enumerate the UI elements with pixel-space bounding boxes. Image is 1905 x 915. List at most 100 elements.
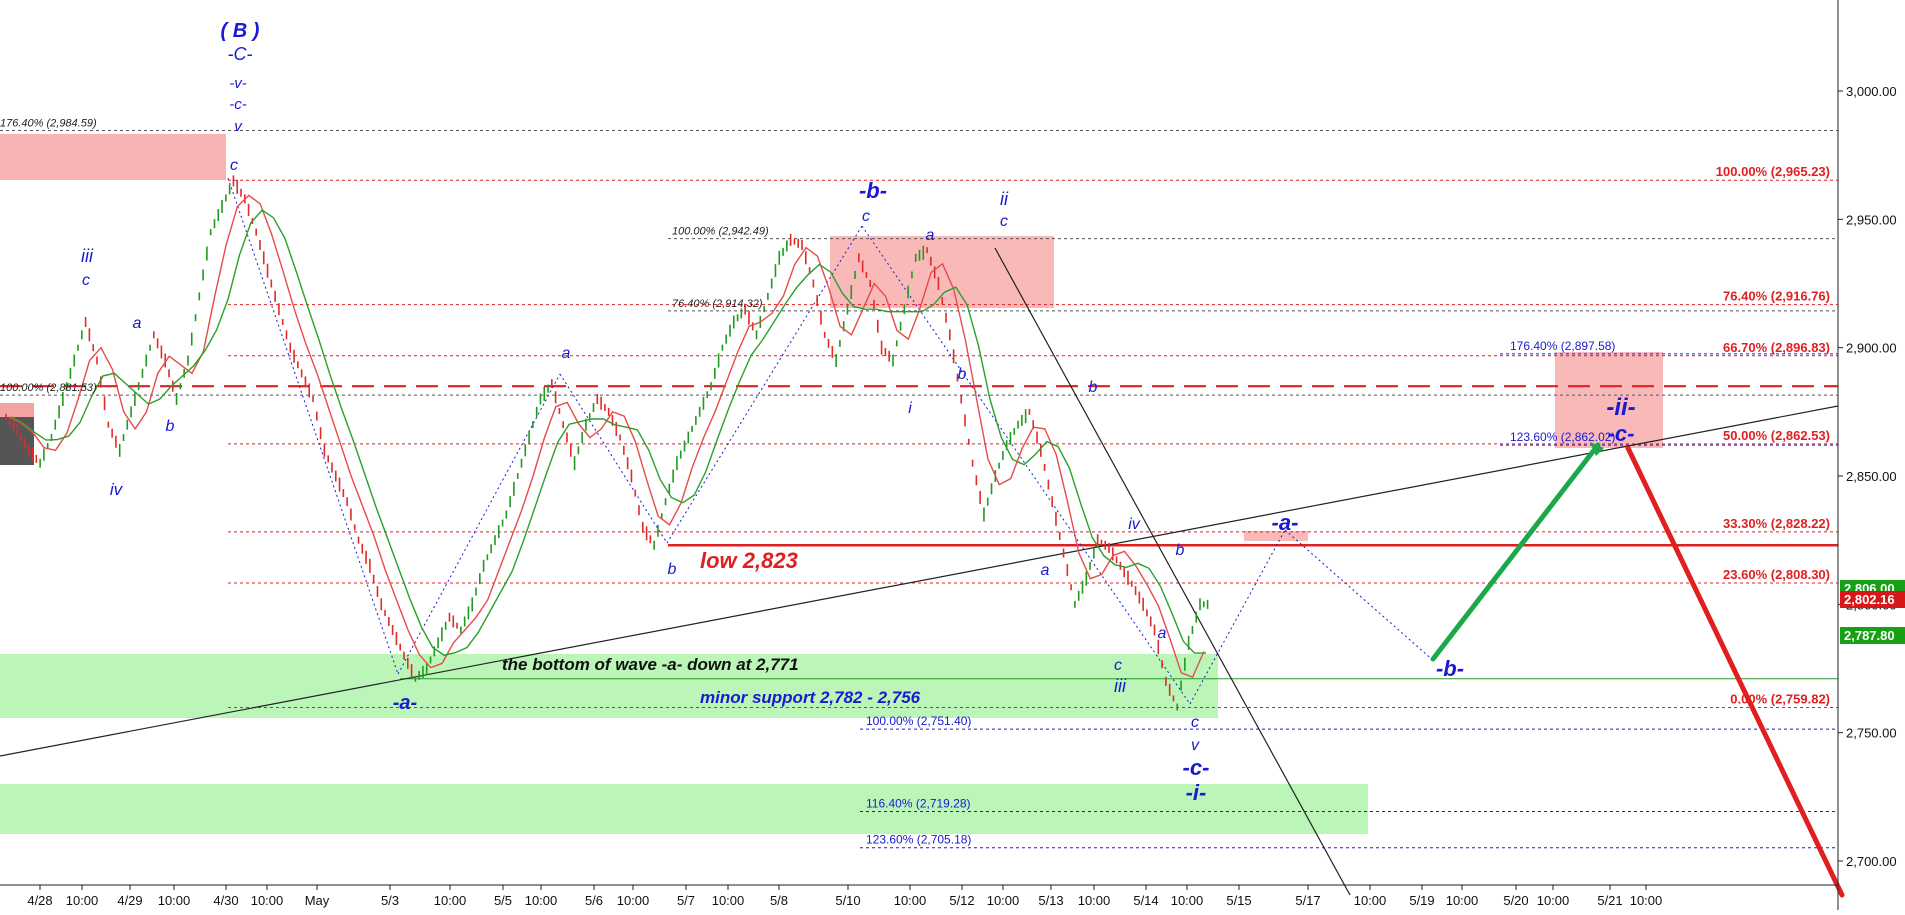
time-tick-label: 5/8	[770, 893, 788, 908]
fib-level-label: 23.60% (2,808.30)	[1723, 567, 1830, 582]
wave-label: -b-	[859, 178, 887, 203]
wave-label: -i-	[1186, 780, 1207, 805]
wave-label: c	[1191, 714, 1199, 731]
wave-label: -c-	[1183, 755, 1210, 780]
fib-level-label: 100.00% (2,881.53)	[0, 382, 97, 394]
projection-down-arrow	[1625, 445, 1845, 898]
wave-label: -b-	[1436, 656, 1464, 681]
trendline-layer	[0, 177, 1839, 896]
price-tick-label: 3,000.00	[1846, 84, 1897, 99]
time-tick-label: 5/19	[1409, 893, 1434, 908]
wave-guide-line	[666, 225, 863, 544]
time-tick-label: 5/15	[1226, 893, 1251, 908]
time-tick-label: 10:00	[1537, 893, 1570, 908]
support-note: minor support 2,782 - 2,756	[700, 688, 921, 707]
moving-average-green	[11, 209, 1206, 656]
fib-level-label: 123.60% (2,705.18)	[866, 833, 971, 847]
price-axis: 3,000.002,950.002,900.002,850.002,800.00…	[1837, 0, 1905, 910]
time-tick-label: 5/3	[381, 893, 399, 908]
price-tick-label: 2,750.00	[1846, 726, 1897, 741]
time-tick-label: 5/12	[949, 893, 974, 908]
price-tick-label: 2,850.00	[1846, 469, 1897, 484]
time-tick-label: 10:00	[66, 893, 99, 908]
time-tick-label: 5/20	[1503, 893, 1528, 908]
wave-label: iv	[1128, 516, 1141, 533]
price-tick-label: 2,900.00	[1846, 341, 1897, 356]
fib-level-label: 100.00% (2,751.40)	[866, 714, 971, 728]
price-tick-label: 2,950.00	[1846, 212, 1897, 227]
wave-label: a	[1158, 625, 1167, 642]
time-tick-label: 5/10	[835, 893, 860, 908]
resistance-zone	[0, 134, 226, 180]
target-zone	[1555, 352, 1663, 448]
wave-label: b	[166, 418, 175, 435]
support-zone	[0, 784, 1368, 834]
level-label-layer: 176.40% (2,984.59) 100.00% (2,965.23) 100.…	[0, 118, 1830, 847]
fib-level-label: 76.40% (2,916.76)	[1723, 289, 1830, 304]
fib-level-layer	[0, 130, 1838, 849]
wave-label: iii	[81, 246, 94, 266]
wave-label: c	[82, 272, 90, 289]
time-tick-label: 4/29	[117, 893, 142, 908]
projection-up-arrow	[1430, 442, 1601, 662]
time-tick-label: 10:00	[1354, 893, 1387, 908]
fib-level-label: 0.00% (2,759.82)	[1730, 691, 1830, 706]
price-badge-label: 2,802.16	[1844, 592, 1895, 607]
fib-level-label: 116.40% (2,719.28)	[866, 797, 971, 811]
time-tick-label: 10:00	[158, 893, 191, 908]
time-tick-label: May	[305, 893, 330, 908]
time-tick-label: 10:00	[894, 893, 927, 908]
fib-level-label: 100.00% (2,965.23)	[1716, 164, 1830, 179]
note-layer: low 2,823 the bottom of wave -a- down at …	[502, 548, 921, 707]
wave-label: c	[1000, 213, 1008, 230]
wave-label: b	[1089, 379, 1098, 396]
fib-level-label: 76.40% (2,914.32)	[672, 298, 763, 310]
wave-label: a	[562, 345, 571, 362]
wave-label: c	[230, 157, 238, 174]
wave-label: iv	[110, 480, 124, 499]
time-tick-label: 4/30	[213, 893, 238, 908]
wave-label: a	[926, 227, 935, 244]
wave-guide-line	[227, 177, 399, 675]
arrow-head	[1590, 442, 1604, 456]
time-tick-label: 4/28	[27, 893, 52, 908]
rising-trendline	[0, 405, 1839, 757]
wave-guide-line	[1284, 529, 1436, 663]
wave-label: c	[862, 208, 870, 225]
time-tick-label: 10:00	[712, 893, 745, 908]
wave-label: -ii-	[1606, 394, 1635, 421]
left-edge-panel	[0, 403, 34, 417]
wave-label: v	[234, 118, 243, 135]
fib-level-label: 123.60% (2,862.02)	[1510, 430, 1615, 444]
projection-layer	[1430, 442, 1845, 898]
price-badge-label: 2,787.80	[1844, 628, 1895, 643]
wave-label: -v-	[229, 75, 247, 92]
wave-label: -c-	[1608, 421, 1635, 446]
wave-guide-line	[1189, 529, 1286, 705]
fib-level-label: 66.70% (2,896.83)	[1723, 340, 1830, 355]
wave-guide-line	[559, 373, 668, 544]
time-tick-label: 10:00	[1446, 893, 1479, 908]
time-tick-label: 10:00	[1078, 893, 1111, 908]
wave-label: b	[958, 366, 967, 383]
price-badge	[1840, 627, 1905, 644]
time-tick-label: 5/21	[1597, 893, 1622, 908]
wave-label: a	[133, 315, 142, 332]
price-badge	[1840, 591, 1905, 608]
time-tick-label: 5/7	[677, 893, 695, 908]
wave-label: ( B )	[221, 20, 260, 42]
time-tick-label: 5/14	[1133, 893, 1158, 908]
time-tick-label: 5/6	[585, 893, 603, 908]
time-tick-label: 10:00	[525, 893, 558, 908]
time-tick-label: 5/13	[1038, 893, 1063, 908]
time-axis: 4/28 10:00 4/29 10:00 4/30 10:00 May 5/3 10:00 5/…	[0, 884, 1838, 908]
time-tick-label: 10:00	[251, 893, 284, 908]
time-tick-label: 5/5	[494, 893, 512, 908]
wave-label: -a-	[393, 692, 418, 714]
target-zone	[1244, 531, 1308, 541]
time-tick-label: 10:00	[1171, 893, 1204, 908]
wave-label-layer: ( B )-C--v--c-vciiicabiv-a-ab-b-cabiiicb…	[81, 20, 1636, 805]
fib-level-label: 50.00% (2,862.53)	[1723, 428, 1830, 443]
wave-guide-line	[861, 225, 1191, 705]
